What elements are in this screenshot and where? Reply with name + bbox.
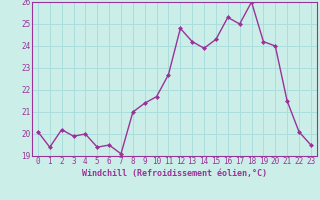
X-axis label: Windchill (Refroidissement éolien,°C): Windchill (Refroidissement éolien,°C) (82, 169, 267, 178)
